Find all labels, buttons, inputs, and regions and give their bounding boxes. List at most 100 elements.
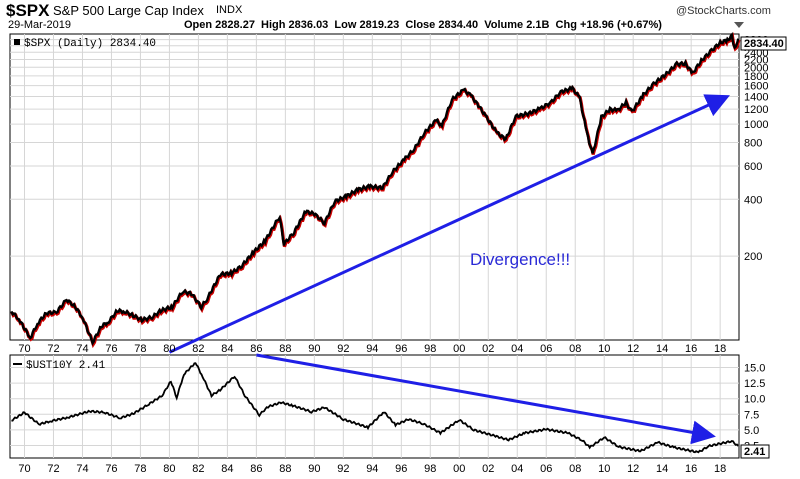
x-tick-label: 04 xyxy=(511,343,523,355)
series-line xyxy=(11,362,739,454)
x-tick-label: 86 xyxy=(250,343,262,355)
x-tick-label: 80 xyxy=(163,463,175,475)
x-tick-label: 92 xyxy=(337,463,349,475)
x-tick-label: 94 xyxy=(366,343,378,355)
x-tick-label: 96 xyxy=(395,463,407,475)
x-tick-label: 70 xyxy=(18,463,30,475)
x-tick-label: 98 xyxy=(424,463,436,475)
spx-legend-marker xyxy=(14,39,20,45)
divergence-arrow-up xyxy=(168,94,730,354)
x-tick-label: 88 xyxy=(279,343,291,355)
quote-line: Open 2828.27 High 2836.03 Low 2819.23 Cl… xyxy=(184,19,662,31)
y-tick-label: 2200 xyxy=(744,54,768,66)
x-tick-label: 14 xyxy=(656,463,668,475)
y-tick-label: 1000 xyxy=(744,119,768,131)
x-tick-label: 74 xyxy=(76,463,88,475)
x-tick-label: 12 xyxy=(627,343,639,355)
x-tick-label: 76 xyxy=(105,343,117,355)
x-tick-label: 08 xyxy=(569,463,581,475)
x-tick-label: 78 xyxy=(134,463,146,475)
ust10y-last-value-box xyxy=(740,444,770,459)
x-tick-label: 14 xyxy=(656,343,668,355)
y-tick-label: 1400 xyxy=(744,92,768,104)
ust10y-y-axis: 15.012.510.07.55.02.5 xyxy=(744,362,765,452)
y-tick-label: 5.0 xyxy=(744,425,759,437)
x-tick-label: 00 xyxy=(453,463,465,475)
x-tick-label: 82 xyxy=(192,343,204,355)
x-tick-label: 76 xyxy=(105,463,117,475)
x-tick-label: 80 xyxy=(163,343,175,355)
ust10y-plot-frame xyxy=(9,354,740,459)
x-tick-label: 10 xyxy=(598,463,610,475)
triangle-down-icon[interactable] xyxy=(734,22,744,28)
y-tick-label: 800 xyxy=(744,137,762,149)
spx-panel: 2800260024002200200018001600140012001000… xyxy=(9,32,787,354)
ust10y-legend: $UST10Y 2.41 xyxy=(13,360,106,372)
x-tick-label: 06 xyxy=(540,463,552,475)
x-tick-label: 16 xyxy=(685,463,697,475)
ust10y-legend-text: $UST10Y 2.41 xyxy=(26,360,106,372)
x-tick-label: 82 xyxy=(192,463,204,475)
y-tick-label: 200 xyxy=(744,251,762,263)
y-tick-label: 2000 xyxy=(744,62,768,74)
series-line xyxy=(10,32,740,347)
x-tick-label: 10 xyxy=(598,343,610,355)
y-tick-label: 1800 xyxy=(744,71,768,83)
x-tick-label: 92 xyxy=(337,343,349,355)
x-tick-label: 96 xyxy=(395,343,407,355)
x-tick-label: 94 xyxy=(366,463,378,475)
x-tick-label: 70 xyxy=(18,343,30,355)
x-tick-label: 02 xyxy=(482,343,494,355)
x-tick-label: 18 xyxy=(714,463,726,475)
x-tick-label: 72 xyxy=(47,343,59,355)
spx-y-axis: 2800260024002200200018001600140012001000… xyxy=(744,35,768,264)
x-tick-label: 08 xyxy=(569,343,581,355)
chart-header: $SPX S&P 500 Large Cap Index INDX @Stock… xyxy=(0,0,800,34)
x-tick-label: 90 xyxy=(308,343,320,355)
x-tick-label: 06 xyxy=(540,343,552,355)
divergence-annotation: Divergence!!! xyxy=(470,250,570,269)
x-tick-label: 86 xyxy=(250,463,262,475)
spx-series-group xyxy=(10,32,741,349)
x-tick-label: 02 xyxy=(482,463,494,475)
spx-last-value-box xyxy=(740,36,787,51)
x-tick-label: 00 xyxy=(453,343,465,355)
x-tick-label: 12 xyxy=(627,463,639,475)
x-tick-label: 90 xyxy=(308,463,320,475)
spx-last-value: 2834.40 xyxy=(744,38,784,50)
ust10y-last-value-tag: 2.41 xyxy=(740,444,770,459)
exchange-label: INDX xyxy=(216,4,243,16)
y-tick-label: 15.0 xyxy=(744,362,765,374)
index-name: S&P 500 Large Cap Index xyxy=(53,3,204,18)
y-tick-label: 600 xyxy=(744,161,762,173)
ust10y-last-value: 2.41 xyxy=(744,446,765,458)
chart-date: 29-Mar-2019 xyxy=(8,19,71,31)
x-tick-label: 84 xyxy=(221,463,233,475)
x-tick-label: 74 xyxy=(76,343,88,355)
ust10y-panel: 15.012.510.07.55.02.5 $UST10Y 2.41 2.41 xyxy=(9,353,770,459)
spx-last-value-tag: 2834.40 xyxy=(740,36,787,51)
x-tick-label: 78 xyxy=(134,343,146,355)
x-tick-label: 84 xyxy=(221,343,233,355)
y-tick-label: 1600 xyxy=(744,81,768,93)
ust10y-x-axis: 70 72 74 76 78 80 82 84 86 88 90 92 94 96 98 00 02 04 06 08… xyxy=(18,463,726,475)
spx-legend-text: $SPX (Daily) 2834.40 xyxy=(24,38,156,50)
x-tick-label: 04 xyxy=(511,463,523,475)
ust10y-series-group xyxy=(11,362,739,454)
spx-legend: $SPX (Daily) 2834.40 xyxy=(14,38,156,50)
y-tick-label: 1200 xyxy=(744,104,768,116)
x-tick-label: 88 xyxy=(279,463,291,475)
x-tick-label: 72 xyxy=(47,463,59,475)
spx-x-axis: 70 72 74 76 78 80 82 84 86 88 90 92 94 96 98 00 02 04 06 08… xyxy=(18,343,726,355)
spx-gridlines xyxy=(10,34,739,340)
y-tick-label: 400 xyxy=(744,194,762,206)
watermark: @StockCharts.com xyxy=(676,5,771,17)
y-tick-label: 7.5 xyxy=(744,409,759,421)
y-tick-label: 12.5 xyxy=(744,378,765,390)
x-tick-label: 98 xyxy=(424,343,436,355)
symbol-title: $SPX xyxy=(6,1,50,20)
divergence-arrow-down xyxy=(256,353,716,445)
y-tick-label: 10.0 xyxy=(744,394,765,406)
x-tick-label: 18 xyxy=(714,343,726,355)
